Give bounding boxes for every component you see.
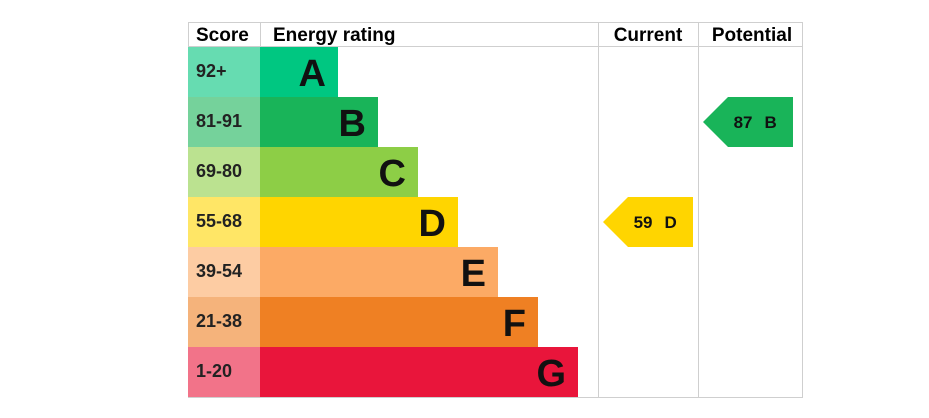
band-letter-c: C xyxy=(379,153,406,195)
score-label-g: 1-20 xyxy=(196,361,232,381)
score-cell-e xyxy=(188,247,260,297)
band-bar-b xyxy=(260,97,378,147)
score-label-b: 81-91 xyxy=(196,111,242,131)
band-bar-d xyxy=(260,197,458,247)
potential-rating-band: B xyxy=(765,113,777,132)
band-letter-d: D xyxy=(419,203,446,245)
score-cell-b xyxy=(188,97,260,147)
score-cell-d xyxy=(188,197,260,247)
score-label-e: 39-54 xyxy=(196,261,242,281)
score-cell-f xyxy=(188,297,260,347)
band-bar-g xyxy=(260,347,578,397)
score-label-f: 21-38 xyxy=(196,311,242,331)
band-bar-a xyxy=(260,47,338,97)
rating-bands: 92+ A 81-91 B 69-80 C 55-68 D 39-54 E 21-38 F 1-20 G xyxy=(188,47,578,397)
band-bar-c xyxy=(260,147,418,197)
current-header: Current xyxy=(614,25,683,46)
score-label-c: 69-80 xyxy=(196,161,242,181)
current-rating-value: 59 xyxy=(634,213,653,232)
rating-markers: 59 D 87 B xyxy=(603,97,793,247)
current-rating-band: D xyxy=(665,213,677,232)
score-cell-g xyxy=(188,347,260,397)
band-letter-g: G xyxy=(536,353,566,395)
current-rating-arrow xyxy=(603,197,693,247)
score-label-d: 55-68 xyxy=(196,211,242,231)
band-bar-e xyxy=(260,247,498,297)
potential-header: Potential xyxy=(712,25,792,46)
energy-rating-header: Energy rating xyxy=(273,25,395,46)
score-label-a: 92+ xyxy=(196,61,227,81)
score-cell-c xyxy=(188,147,260,197)
band-letter-f: F xyxy=(503,303,526,345)
potential-rating-arrow xyxy=(703,97,793,147)
score-header: Score xyxy=(196,25,249,46)
band-bar-f xyxy=(260,297,538,347)
band-letter-a: A xyxy=(299,53,326,95)
band-letter-b: B xyxy=(339,103,366,145)
band-letter-e: E xyxy=(461,253,486,295)
potential-rating-value: 87 xyxy=(734,113,753,132)
score-cell-a xyxy=(188,47,260,97)
